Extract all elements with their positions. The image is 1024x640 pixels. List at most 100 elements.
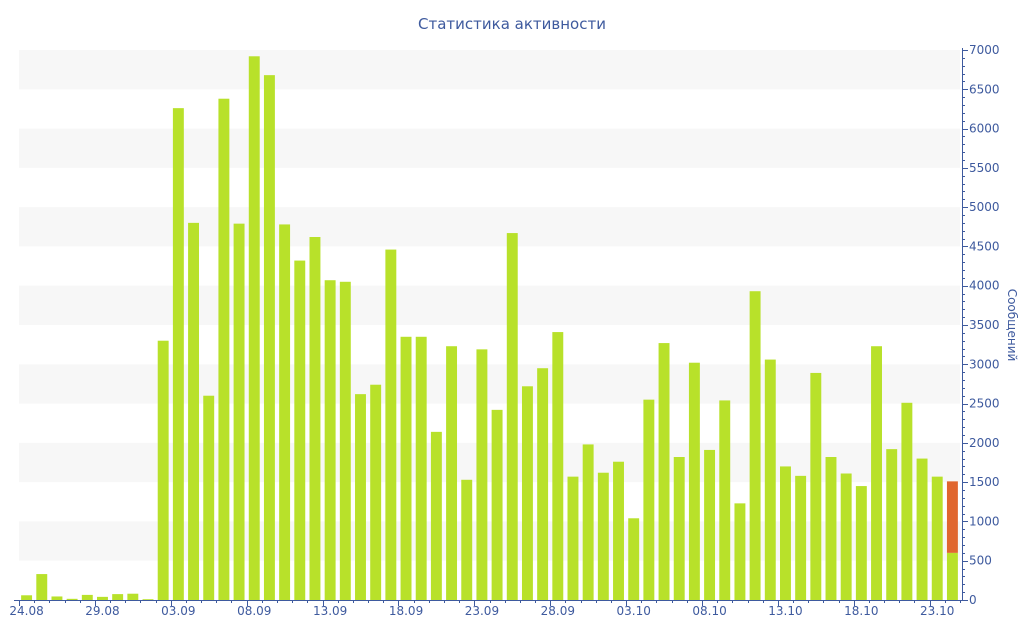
x-tick-label: 08.09 xyxy=(237,604,271,618)
grid-band xyxy=(19,50,960,90)
bar xyxy=(415,336,427,600)
bar xyxy=(582,444,594,600)
bar xyxy=(203,395,215,600)
x-tick-label: 28.09 xyxy=(541,604,575,618)
bar xyxy=(36,574,48,600)
bar xyxy=(779,466,791,600)
x-tick-label: 08.10 xyxy=(692,604,726,618)
bar xyxy=(385,249,397,601)
x-tick-label: 24.08 xyxy=(9,604,43,618)
bar xyxy=(66,598,78,600)
bar xyxy=(172,108,184,601)
grid-band xyxy=(19,128,960,168)
bar xyxy=(476,349,488,600)
tick-labels: 0 500 1000 1500 2000 2500 3000 3500 4000 4500 5000… xyxy=(9,43,999,618)
bar xyxy=(537,368,549,600)
bar xyxy=(506,233,518,601)
y-tick-label: 1500 xyxy=(969,475,1000,489)
bar xyxy=(142,599,154,600)
bar xyxy=(430,431,442,600)
bar xyxy=(719,400,731,600)
bar xyxy=(112,594,124,600)
x-tick-label: 03.10 xyxy=(617,604,651,618)
bar xyxy=(704,449,716,600)
y-tick-label: 5500 xyxy=(969,161,1000,175)
bar xyxy=(764,359,776,600)
x-tick-label: 13.09 xyxy=(313,604,347,618)
y-tick-label: 7000 xyxy=(969,43,1000,57)
bar xyxy=(97,596,108,600)
bar xyxy=(946,552,958,600)
y-tick-label: 500 xyxy=(969,554,992,568)
y-tick-label: 6500 xyxy=(969,82,1000,96)
y-axis-title: Сообщений xyxy=(1005,289,1019,362)
y-tick-label: 3500 xyxy=(969,318,1000,332)
bar xyxy=(355,394,366,600)
bars xyxy=(21,56,958,601)
bar xyxy=(127,593,139,600)
bar xyxy=(567,476,579,600)
bar xyxy=(339,281,351,600)
bar xyxy=(248,56,260,601)
bar xyxy=(643,399,655,600)
y-tick-label: 3000 xyxy=(969,357,1000,371)
bar xyxy=(688,362,700,600)
x-tick-label: 23.10 xyxy=(920,604,954,618)
bar xyxy=(370,384,382,600)
bar xyxy=(81,594,93,600)
x-tick-label: 29.08 xyxy=(85,604,119,618)
y-tick-label: 5000 xyxy=(969,200,1000,214)
chart-title: Статистика активности xyxy=(418,15,606,33)
bar xyxy=(218,98,230,600)
bar xyxy=(658,343,670,600)
bar xyxy=(855,486,867,600)
bar xyxy=(157,340,169,600)
bar xyxy=(279,224,291,600)
bar xyxy=(871,346,882,600)
bar xyxy=(673,457,685,600)
axes xyxy=(14,48,968,606)
x-tick-label: 13.10 xyxy=(768,604,802,618)
x-tick-label: 03.09 xyxy=(161,604,195,618)
bar xyxy=(491,409,503,600)
bar xyxy=(552,332,564,600)
bar xyxy=(324,280,336,600)
bar xyxy=(916,458,928,600)
x-tick-label: 23.09 xyxy=(465,604,499,618)
y-tick-label: 6000 xyxy=(969,122,1000,136)
bar xyxy=(21,595,33,600)
bar xyxy=(886,449,898,600)
bar xyxy=(825,457,837,600)
bar xyxy=(613,461,624,600)
bar-highlight xyxy=(946,481,958,553)
bar xyxy=(188,222,200,600)
bar xyxy=(461,479,473,600)
y-tick-label: 0 xyxy=(969,593,977,607)
bar xyxy=(901,402,913,600)
y-tick-label: 1000 xyxy=(969,514,1000,528)
y-tick-label: 4000 xyxy=(969,279,1000,293)
y-tick-label: 2500 xyxy=(969,397,1000,411)
bar xyxy=(309,237,321,600)
bar xyxy=(931,476,943,600)
bar xyxy=(810,372,822,600)
bar xyxy=(795,475,807,600)
grid-band xyxy=(19,207,960,247)
bar xyxy=(400,336,412,600)
bar xyxy=(51,596,63,600)
bar xyxy=(597,472,609,600)
y-tick-label: 4500 xyxy=(969,239,1000,253)
grid-band xyxy=(19,285,960,325)
y-tick-label: 2000 xyxy=(969,436,1000,450)
bar xyxy=(840,473,852,600)
bar xyxy=(628,518,640,600)
x-tick-label: 18.10 xyxy=(844,604,878,618)
bar xyxy=(263,75,275,600)
bar xyxy=(521,386,533,600)
bar xyxy=(233,223,245,600)
bar xyxy=(446,346,458,600)
bar xyxy=(749,291,761,600)
bar xyxy=(734,503,746,600)
x-tick-label: 18.09 xyxy=(389,604,423,618)
